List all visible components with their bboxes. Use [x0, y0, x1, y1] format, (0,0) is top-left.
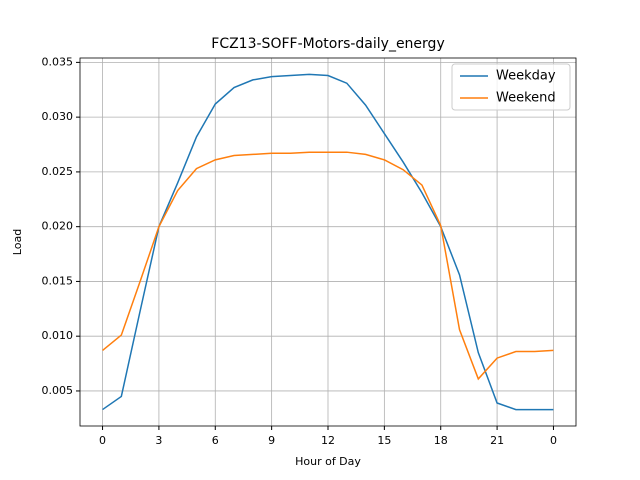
legend-label: Weekday	[496, 69, 556, 84]
data-line	[102, 73, 554, 411]
y-tick-label: 0.035	[42, 55, 74, 68]
chart-title: FCZ13-SOFF-Motors-daily_energy	[211, 36, 444, 52]
y-tick-label: 0.030	[42, 110, 74, 123]
y-axis-label: Load	[11, 229, 24, 255]
x-tick-label: 18	[434, 434, 448, 447]
x-tick-label: 3	[155, 434, 162, 447]
x-axis-label: Hour of Day	[295, 455, 361, 468]
y-tick-label: 0.020	[42, 220, 74, 233]
y-tick-label: 0.005	[42, 384, 74, 397]
x-tick-label: 0	[99, 434, 106, 447]
y-tick-label: 0.025	[42, 165, 74, 178]
x-tick-label: 9	[268, 434, 275, 447]
y-tick-label: 0.015	[42, 274, 74, 287]
x-tick-label: 6	[212, 434, 219, 447]
x-tick-label: 12	[321, 434, 335, 447]
x-tick-label: 15	[377, 434, 391, 447]
data-line	[102, 151, 554, 381]
plot-frame	[79, 57, 577, 427]
y-tick-label: 0.010	[42, 329, 74, 342]
x-tick-label: 21	[490, 434, 504, 447]
legend-label: Weekend	[496, 91, 556, 106]
x-tick-label: 0	[550, 434, 557, 447]
